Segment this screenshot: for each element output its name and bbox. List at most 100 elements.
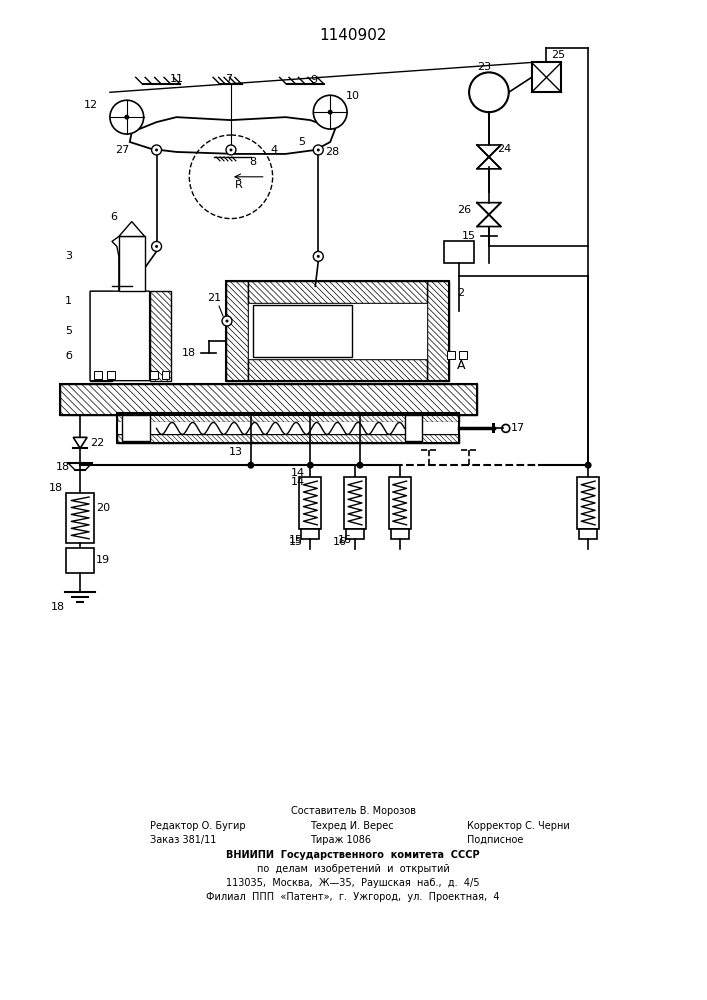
Text: 1140902: 1140902	[320, 28, 387, 43]
Bar	[459, 351, 467, 359]
Text: 14: 14	[291, 477, 305, 487]
Bar	[60, 384, 477, 415]
Bar	[150, 371, 158, 379]
Bar	[579, 529, 597, 539]
Text: Техред И. Верес: Техред И. Верес	[310, 821, 394, 831]
Text: 14: 14	[291, 468, 305, 478]
Bar	[389, 477, 411, 529]
Bar	[577, 477, 599, 529]
Text: 24: 24	[497, 144, 511, 154]
Circle shape	[469, 72, 509, 112]
Text: 1: 1	[65, 296, 72, 306]
Text: Заказ 381/11: Заказ 381/11	[150, 835, 216, 845]
Text: 20: 20	[96, 503, 110, 513]
Text: 4: 4	[271, 145, 278, 155]
Text: 5: 5	[65, 326, 72, 336]
Text: 16: 16	[333, 537, 347, 547]
Text: 22: 22	[90, 438, 105, 448]
Bar	[117, 413, 459, 422]
Bar	[117, 413, 459, 443]
Circle shape	[155, 148, 158, 151]
Circle shape	[155, 245, 158, 248]
Text: 16: 16	[338, 535, 352, 545]
Circle shape	[585, 462, 592, 469]
Bar	[150, 291, 171, 381]
Bar	[532, 62, 561, 92]
Bar	[391, 529, 409, 539]
Bar	[60, 384, 477, 415]
Text: 18: 18	[50, 602, 64, 612]
Text: 27: 27	[115, 145, 129, 155]
Polygon shape	[130, 117, 335, 154]
Bar	[404, 415, 423, 441]
Bar	[301, 529, 320, 539]
Text: Филиал  ППП  «Патент»,  г.  Ужгород,  ул.  Проектная,  4: Филиал ППП «Патент», г. Ужгород, ул. Про…	[206, 892, 500, 902]
Text: 9: 9	[310, 75, 317, 85]
Circle shape	[222, 316, 232, 326]
Text: 28: 28	[325, 147, 339, 157]
Bar	[117, 434, 459, 443]
Bar	[253, 305, 352, 357]
Text: 8: 8	[249, 157, 256, 167]
Text: Составитель В. Морозов: Составитель В. Морозов	[291, 806, 416, 816]
Text: по  делам  изобретений  и  открытий: по делам изобретений и открытий	[257, 864, 450, 874]
Circle shape	[110, 100, 144, 134]
Polygon shape	[119, 222, 145, 236]
Text: б: б	[65, 351, 72, 361]
Circle shape	[151, 145, 161, 155]
Bar	[117, 422, 459, 434]
Text: R: R	[235, 180, 243, 190]
Bar	[344, 477, 366, 529]
Bar	[122, 415, 150, 441]
Polygon shape	[90, 236, 150, 381]
Bar	[492, 423, 495, 433]
Text: 25: 25	[551, 50, 566, 60]
Text: 15: 15	[288, 537, 303, 547]
Text: 10: 10	[346, 91, 360, 101]
Bar	[248, 303, 428, 359]
Text: 18: 18	[182, 348, 196, 358]
Bar	[90, 291, 112, 381]
Bar	[448, 351, 455, 359]
Circle shape	[151, 241, 161, 251]
Text: 12: 12	[84, 100, 98, 110]
Bar	[94, 371, 102, 379]
Circle shape	[226, 320, 228, 322]
Text: 23: 23	[477, 62, 491, 72]
Bar	[248, 359, 428, 381]
Circle shape	[356, 462, 363, 469]
Text: ВНИИПИ  Государственного  комитета  СССР: ВНИИПИ Государственного комитета СССР	[226, 850, 480, 860]
Bar	[66, 493, 94, 543]
Bar	[66, 548, 94, 573]
Circle shape	[124, 115, 129, 120]
Text: 2: 2	[457, 288, 464, 298]
Text: A: A	[457, 359, 466, 372]
Circle shape	[313, 251, 323, 261]
Text: 6: 6	[110, 212, 117, 222]
Text: 18: 18	[48, 483, 62, 493]
Circle shape	[317, 255, 320, 258]
Circle shape	[230, 148, 233, 151]
Bar	[226, 281, 248, 381]
Text: 15: 15	[288, 535, 303, 545]
Bar	[248, 281, 428, 303]
Text: Редактор О. Бугир: Редактор О. Бугир	[150, 821, 245, 831]
Bar	[346, 529, 364, 539]
Bar	[161, 371, 170, 379]
Text: Подписное: Подписное	[467, 835, 523, 845]
Text: 11: 11	[170, 74, 183, 84]
Polygon shape	[74, 437, 87, 448]
Bar	[107, 371, 115, 379]
Text: Тираж 1086: Тираж 1086	[310, 835, 371, 845]
Text: 13: 13	[229, 447, 243, 457]
Circle shape	[313, 145, 323, 155]
Circle shape	[226, 145, 236, 155]
Bar	[428, 281, 449, 381]
Circle shape	[247, 462, 255, 469]
Text: 5: 5	[298, 137, 305, 147]
Text: 19: 19	[96, 555, 110, 565]
Circle shape	[317, 148, 320, 151]
Text: 26: 26	[457, 205, 472, 215]
Bar	[119, 236, 145, 291]
Circle shape	[313, 95, 347, 129]
